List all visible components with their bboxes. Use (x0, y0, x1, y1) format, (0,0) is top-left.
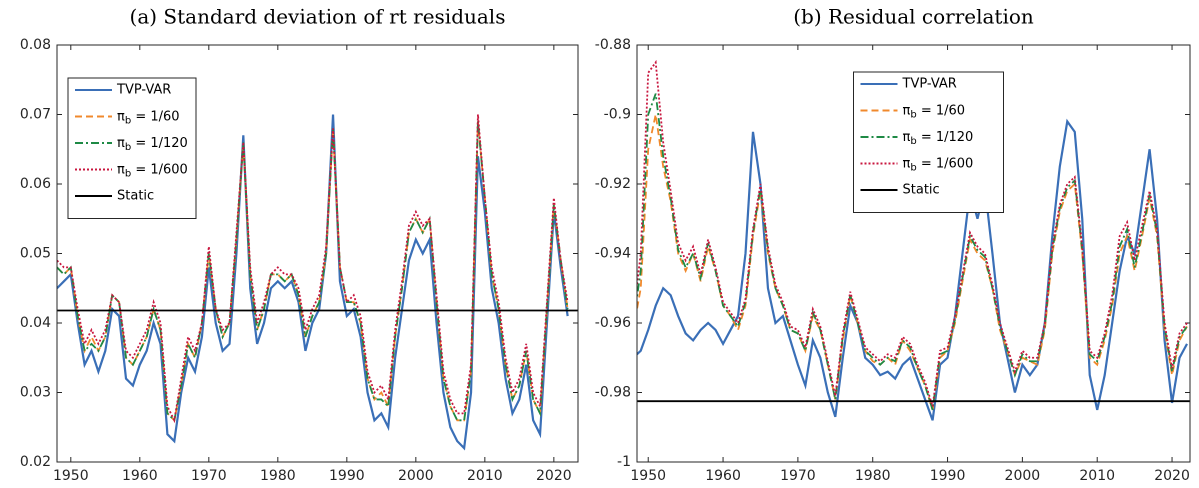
legend-label: πb = 1/600 (903, 156, 974, 174)
y-tick-label: 0.02 (20, 454, 51, 470)
y-tick-label: 0.08 (20, 37, 51, 53)
legend-label: TVP-VAR (116, 83, 171, 98)
legend: TVP-VAR πb = 1/60 πb = 1/120 πb = 1/600 Stat… (853, 71, 1004, 213)
legend-label: πb = 1/120 (117, 136, 188, 154)
series-line (57, 121, 569, 423)
legend-label: πb = 1/600 (117, 162, 188, 180)
y-tick-label: 0.06 (20, 176, 51, 192)
y-tick-label: -0.94 (595, 246, 631, 262)
y-tick-label: -0.96 (595, 315, 631, 331)
legend-label: πb = 1/120 (903, 130, 974, 148)
x-tick-label: 1960 (122, 468, 158, 484)
chart-title: (a) Standard deviation of rt residuals (130, 5, 506, 29)
y-tick-label: 0.03 (20, 385, 51, 401)
y-tick-label: -1 (617, 454, 631, 470)
x-tick-label: 2020 (536, 468, 572, 484)
x-tick-label: 2010 (467, 468, 503, 484)
y-tick-label: 0.05 (20, 246, 51, 262)
x-tick-label: 2010 (1079, 468, 1115, 484)
legend-label: πb = 1/60 (903, 103, 966, 121)
x-tick-label: 1990 (329, 468, 365, 484)
x-tick-label: 1970 (780, 468, 816, 484)
series-line (57, 114, 569, 424)
x-tick-label: 1970 (191, 468, 227, 484)
legend: TVP-VAR πb = 1/60 πb = 1/120 πb = 1/600 Stat… (67, 77, 197, 219)
y-tick-label: -0.92 (595, 176, 631, 192)
series-line (57, 114, 569, 451)
y-tick-label: -0.9 (604, 107, 631, 123)
x-tick-label: 1960 (705, 468, 741, 484)
legend-label: Static (117, 189, 154, 204)
x-tick-label: 2000 (1005, 468, 1041, 484)
plot-area (637, 59, 1190, 421)
x-tick-label: 1950 (630, 468, 666, 484)
legend-label: πb = 1/60 (117, 109, 180, 127)
x-tick-label: 2020 (1154, 468, 1190, 484)
y-tick-label: 0.04 (20, 315, 51, 331)
series-line (637, 118, 1188, 421)
y-tick-label: -0.98 (595, 385, 631, 401)
x-tick-label: 2000 (398, 468, 434, 484)
x-tick-label: 1980 (260, 468, 296, 484)
axes-box (636, 44, 1191, 463)
series-line (637, 114, 1188, 411)
plot-area (57, 114, 578, 451)
x-tick-label: 1980 (855, 468, 891, 484)
legend-label: TVP-VAR (902, 77, 957, 92)
chart-title: (b) Residual correlation (793, 5, 1034, 29)
axes-box (56, 44, 579, 463)
y-tick-label: 0.07 (20, 107, 51, 123)
y-tick-label: -0.88 (595, 37, 631, 53)
legend-label: Static (903, 183, 940, 198)
x-tick-label: 1950 (53, 468, 89, 484)
x-tick-label: 1990 (930, 468, 966, 484)
series-line (637, 59, 1188, 407)
series-line (637, 93, 1188, 411)
